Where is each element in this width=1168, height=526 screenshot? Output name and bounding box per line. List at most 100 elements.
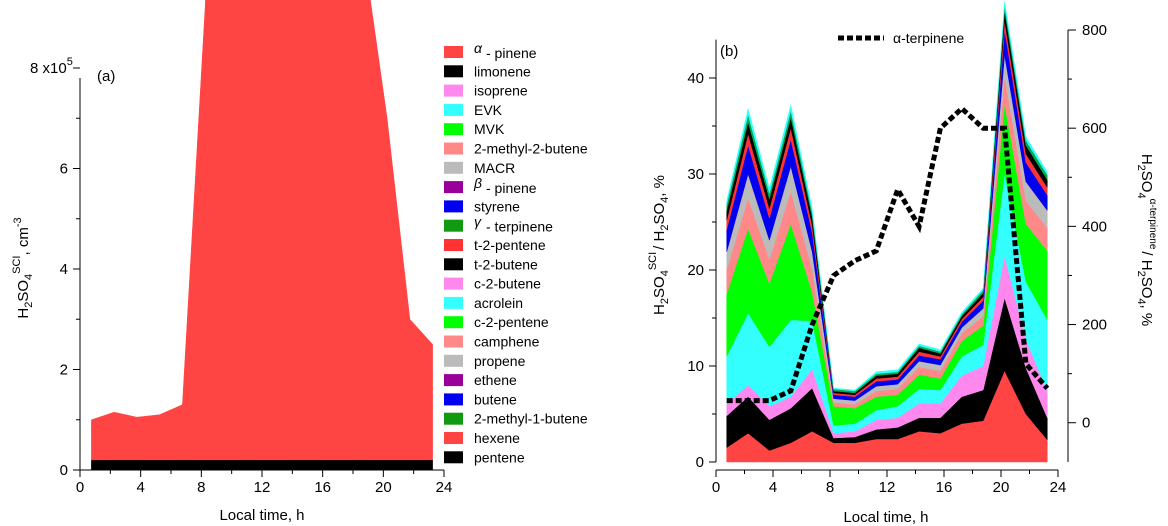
legend-swatch bbox=[444, 84, 463, 97]
legend-item: acrolein bbox=[444, 295, 523, 311]
b-y-tick-label: 40 bbox=[687, 70, 704, 87]
a-area-pentene bbox=[91, 459, 433, 471]
legend-label: styrene bbox=[474, 198, 520, 214]
b-x-tick-label: 16 bbox=[936, 479, 953, 496]
panel-a-y-axis-label: H2SO4SCI, cm-3 bbox=[11, 217, 35, 318]
panel-b-label: (b) bbox=[720, 43, 738, 60]
legend-label: acrolein bbox=[474, 295, 523, 311]
b-y2label-mid2: SO bbox=[1138, 277, 1155, 299]
b-x-tick-label: 0 bbox=[712, 479, 720, 496]
b-y2label-sub2: 4 bbox=[1135, 192, 1147, 198]
legend-swatch bbox=[444, 451, 463, 464]
b-ylabel-mid: SO bbox=[651, 276, 668, 298]
b-y2-tick-label: 200 bbox=[1082, 317, 1107, 334]
legend-item: butene bbox=[444, 391, 517, 407]
a-x-tick-label: 16 bbox=[314, 479, 331, 496]
b-ylabel-sup: SCI bbox=[647, 252, 659, 270]
panel-a-label: (a) bbox=[97, 68, 115, 85]
legend-label: hexene bbox=[474, 430, 520, 446]
a-ylabel-tail: , cm bbox=[15, 227, 32, 255]
a-x-tick-label: 20 bbox=[375, 479, 392, 496]
a-x-tick-label: 8 bbox=[197, 479, 205, 496]
legend-label: - pinene bbox=[486, 180, 537, 196]
b-x-tick-label: 12 bbox=[879, 479, 896, 496]
legend-swatch bbox=[444, 103, 463, 116]
b-x-tick-label: 24 bbox=[1050, 479, 1067, 496]
legend-item: 2-methyl-2-butene bbox=[444, 141, 588, 157]
b-ylabel-base: H bbox=[651, 304, 668, 315]
legend-label: t-2-pentene bbox=[474, 237, 546, 253]
legend-greek: γ bbox=[474, 214, 482, 230]
panel-b-y2-axis-label: H2SO4α-terpinene/ H2SO4, % bbox=[1135, 154, 1158, 326]
b-y2label-sub4: 4 bbox=[1135, 298, 1147, 304]
a-y-tick-label: 6 bbox=[60, 161, 68, 178]
b-y-tick-label: 30 bbox=[687, 166, 704, 183]
legend-label: limonene bbox=[474, 63, 531, 79]
b-y2-tick-label: 0 bbox=[1082, 415, 1090, 432]
a-x-tick-label: 4 bbox=[136, 479, 144, 496]
legend-swatch bbox=[444, 200, 463, 213]
legend-item: MACR bbox=[444, 160, 515, 176]
legend-greek: β bbox=[473, 175, 482, 191]
a-ylabel-mid: SO bbox=[15, 280, 32, 302]
legend-label: c-2-pentene bbox=[474, 314, 549, 330]
b-y2label-sup: α-terpinene bbox=[1147, 199, 1158, 250]
b-y2-tick-label: 800 bbox=[1082, 22, 1107, 39]
a-ylabel-sub2: 4 bbox=[23, 274, 35, 280]
legend-item: β- pinene bbox=[444, 175, 537, 196]
panel-b-line bbox=[726, 105, 1050, 404]
a-x-tick-label: 0 bbox=[76, 479, 84, 496]
legend-label: ethene bbox=[474, 372, 517, 388]
b-ylabel-tail: , % bbox=[651, 175, 668, 197]
b-y2-tick-label: 600 bbox=[1082, 120, 1107, 137]
panel-a-areas bbox=[91, 0, 433, 471]
legend-swatch bbox=[444, 46, 463, 58]
legend-item: c-2-butene bbox=[444, 276, 541, 292]
b-ylabel-sub2: 4 bbox=[659, 270, 671, 276]
legend-swatch bbox=[444, 432, 463, 444]
panel-b-areas bbox=[726, 1, 1048, 463]
legend-item: EVK bbox=[444, 102, 503, 118]
legend-swatch bbox=[444, 335, 463, 348]
legend-item: t-2-butene bbox=[444, 256, 538, 272]
legend-swatch bbox=[444, 354, 463, 367]
legend-item: pentene bbox=[444, 449, 525, 465]
legend: α- pinenelimoneneisopreneEVKMVK2-methyl-… bbox=[444, 40, 588, 465]
legend-item: MVK bbox=[444, 121, 505, 137]
legend-item: camphene bbox=[444, 334, 540, 350]
b-x-tick-label: 20 bbox=[993, 479, 1010, 496]
legend-label: - terpinene bbox=[486, 219, 553, 235]
legend-item: 2-methyl-1-butene bbox=[444, 411, 588, 427]
b-ylabel-sub3: 2 bbox=[659, 225, 671, 231]
legend-item: hexene bbox=[444, 430, 520, 446]
legend-swatch bbox=[444, 219, 463, 232]
legend-swatch bbox=[444, 296, 463, 309]
b-y2label-sub3: 2 bbox=[1135, 271, 1147, 277]
a-y-tick-label: 0 bbox=[60, 462, 68, 479]
legend-label: - pinene bbox=[486, 45, 537, 61]
legend-item: isoprene bbox=[444, 83, 528, 99]
legend-swatch bbox=[444, 161, 463, 174]
legend-label: butene bbox=[474, 391, 517, 407]
panel-a-y-top-tick: 8 x105 bbox=[30, 56, 73, 77]
legend-swatch bbox=[444, 374, 463, 387]
a-ylabel-sup: SCI bbox=[11, 256, 23, 274]
legend-label: isoprene bbox=[474, 83, 528, 99]
legend-label: 2-methyl-2-butene bbox=[474, 141, 588, 157]
legend-swatch bbox=[444, 239, 463, 251]
legend-label: c-2-butene bbox=[474, 276, 541, 292]
legend-swatch bbox=[444, 393, 463, 406]
legend-label: MACR bbox=[474, 160, 515, 176]
legend-swatch bbox=[444, 412, 463, 425]
legend-greek: α bbox=[474, 40, 483, 56]
legend-label: MVK bbox=[474, 121, 505, 137]
legend-label: propene bbox=[474, 353, 526, 369]
a-area-hexene bbox=[91, 0, 433, 461]
b-y2label-slash: / H bbox=[1138, 251, 1155, 270]
legend-label: pentene bbox=[474, 449, 525, 465]
a-ylabel-sub1: 2 bbox=[23, 302, 35, 308]
